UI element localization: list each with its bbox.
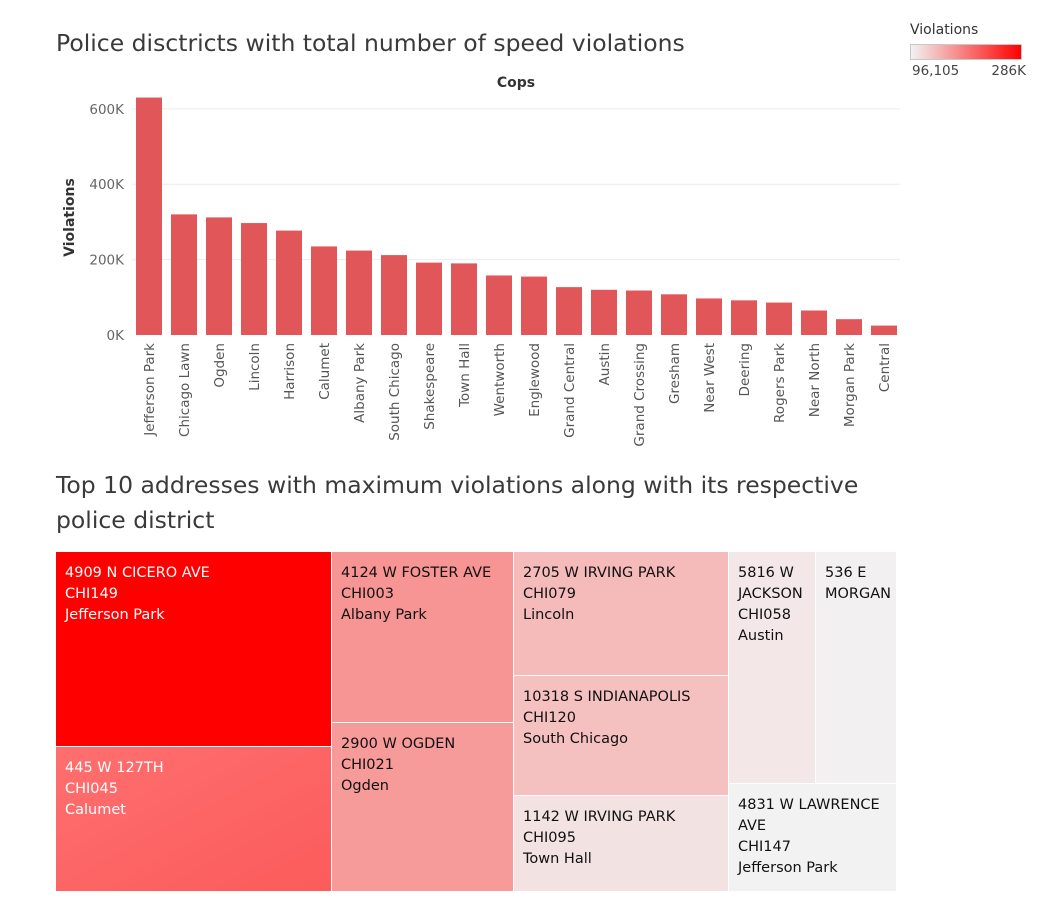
bar xyxy=(731,300,757,335)
bar xyxy=(346,250,372,335)
tile-district: Jefferson Park xyxy=(738,860,838,876)
treemap-title: Top 10 addresses with maximum violations… xyxy=(56,471,859,534)
x-tick-label: Deering xyxy=(737,343,753,396)
bar xyxy=(661,294,687,335)
bar-chart-title: Police disctricts with total number of s… xyxy=(56,29,685,57)
treemap-tile[interactable]: 5816 W JACKSON CHI058 Austin xyxy=(729,552,816,784)
y-tick-label: 200K xyxy=(89,253,125,269)
x-tick-label: Wentworth xyxy=(492,343,508,416)
bar xyxy=(801,310,827,335)
x-tick-label: Austin xyxy=(597,343,613,385)
bar xyxy=(626,290,652,335)
tile-district: Albany Park xyxy=(341,607,427,623)
x-tick-label: Englewood xyxy=(527,343,543,417)
x-tick-label: Shakespeare xyxy=(422,343,438,430)
tile-address: 445 W 127TH xyxy=(65,760,164,776)
y-axis-title: Violations xyxy=(62,178,78,257)
x-tick-label: Albany Park xyxy=(352,343,368,423)
y-tick-label: 400K xyxy=(89,177,125,193)
x-tick-label: Near North xyxy=(807,343,823,417)
bar xyxy=(521,276,547,335)
treemap-tile[interactable]: 536 E MORGAN xyxy=(816,552,897,784)
tile-address: 1142 W IRVING PARK xyxy=(523,809,676,825)
treemap-tile[interactable]: 2900 W OGDEN CHI021 Ogden xyxy=(332,723,514,892)
tile-district: Calumet xyxy=(65,802,126,818)
bar xyxy=(206,217,232,335)
y-tick-label: 0K xyxy=(107,328,126,344)
legend-max-label: 286K xyxy=(991,63,1026,79)
tile-district: Austin xyxy=(738,628,784,644)
tile-district: Lincoln xyxy=(523,607,575,623)
tile-address: 2705 W IRVING PARK xyxy=(523,565,676,581)
tile-camera-id: CHI003 xyxy=(341,586,394,602)
tile-address: 5816 W JACKSON xyxy=(738,565,803,602)
x-tick-label: Town Hall xyxy=(457,343,473,408)
y-tick-label: 600K xyxy=(89,102,125,118)
bar xyxy=(696,298,722,335)
treemap-tile[interactable]: 1142 W IRVING PARK CHI095 Town Hall xyxy=(514,796,729,892)
tile-camera-id: CHI021 xyxy=(341,757,394,773)
treemap-tile[interactable]: 10318 S INDIANAPOLIS CHI120 South Chicago xyxy=(514,676,729,796)
bar xyxy=(451,263,477,335)
tile-district: Town Hall xyxy=(523,851,592,867)
tile-district: South Chicago xyxy=(523,731,629,747)
tile-address: 4909 N CICERO AVE xyxy=(65,565,210,581)
bar xyxy=(416,262,442,335)
treemap-tile[interactable]: 2705 W IRVING PARK CHI079 Lincoln xyxy=(514,552,729,676)
tile-camera-id: CHI058 xyxy=(738,607,791,623)
tile-camera-id: CHI147 xyxy=(738,839,791,855)
x-tick-label: Grand Central xyxy=(562,343,578,438)
x-tick-label: Morgan Park xyxy=(842,343,858,427)
tile-camera-id: CHI149 xyxy=(65,586,118,602)
x-tick-label: Gresham xyxy=(667,343,683,404)
bar xyxy=(766,302,792,335)
color-legend: Violations 96,105 286K xyxy=(910,22,1030,81)
bar xyxy=(311,246,337,335)
legend-color-ramp xyxy=(910,44,1022,60)
treemap-tile[interactable]: 4909 N CICERO AVE CHI149 Jefferson Park xyxy=(56,552,332,747)
x-tick-label: Harrison xyxy=(282,343,298,400)
x-tick-label: Lincoln xyxy=(247,343,263,391)
treemap: 4909 N CICERO AVE CHI149 Jefferson Park 445… xyxy=(56,552,897,892)
legend-min-label: 96,105 xyxy=(912,63,960,79)
x-tick-label: Rogers Park xyxy=(772,343,788,423)
bar xyxy=(556,287,582,335)
bar xyxy=(836,319,862,335)
bar xyxy=(591,289,617,335)
bar xyxy=(136,97,162,336)
bar-chart: Cops 0K 200K 400K 600K Violations Jefferson Pa… xyxy=(62,75,900,447)
x-tick-label: Near West xyxy=(702,343,718,413)
x-tick-label: Grand Crossing xyxy=(632,343,648,447)
tile-address: 4124 W FOSTER AVE xyxy=(341,565,492,581)
tile-address: 4831 W LAWRENCE AVE xyxy=(738,797,880,834)
tile-district: Ogden xyxy=(341,778,389,794)
tile-camera-id: CHI045 xyxy=(65,781,118,797)
tile-address: 536 E MORGAN xyxy=(825,565,892,602)
x-tick-label: Jefferson Park xyxy=(142,343,158,437)
tile-camera-id: CHI079 xyxy=(523,586,576,602)
bar xyxy=(486,275,512,335)
bar xyxy=(871,325,897,335)
tile-camera-id: CHI120 xyxy=(523,710,576,726)
treemap-tile[interactable]: 4124 W FOSTER AVE CHI003 Albany Park xyxy=(332,552,514,723)
tile-district: Jefferson Park xyxy=(65,607,165,623)
legend-title: Violations xyxy=(910,22,979,38)
treemap-tile[interactable]: 445 W 127TH CHI045 Calumet xyxy=(56,747,332,892)
column-header: Cops xyxy=(497,75,535,91)
treemap-tile[interactable]: 4831 W LAWRENCE AVE CHI147 Jefferson Park xyxy=(729,784,897,892)
tile-address: 10318 S INDIANAPOLIS xyxy=(523,689,691,705)
x-tick-label: Calumet xyxy=(317,343,333,400)
x-tick-label: South Chicago xyxy=(387,343,403,441)
bar xyxy=(241,223,267,335)
x-tick-label: Ogden xyxy=(212,343,228,388)
tile-camera-id: CHI095 xyxy=(523,830,576,846)
x-tick-label: Chicago Lawn xyxy=(177,343,193,437)
bar xyxy=(276,230,302,335)
bar xyxy=(171,214,197,335)
tile-address: 2900 W OGDEN xyxy=(341,736,456,752)
x-tick-label: Central xyxy=(877,343,893,392)
bar xyxy=(381,255,407,335)
